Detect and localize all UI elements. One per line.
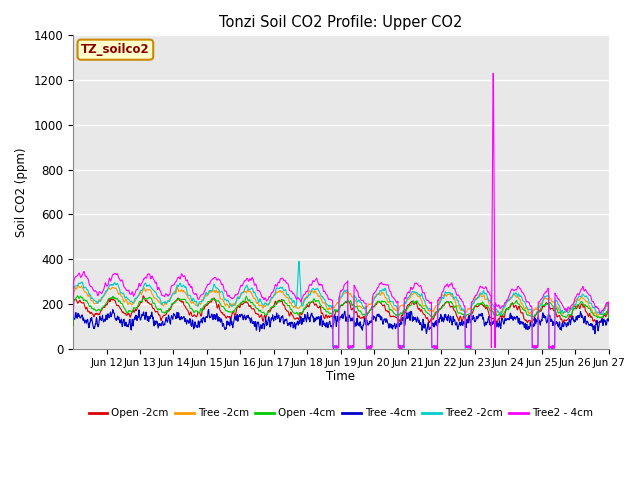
Line: Tree2 - 4cm: Tree2 - 4cm — [73, 73, 609, 348]
Line: Tree -2cm: Tree -2cm — [73, 285, 609, 320]
Tree2 - 4cm — [79, 270, 87, 276]
Tree2 -2cm — [571, 302, 579, 308]
Open -2cm — [605, 316, 612, 322]
Tree2 -2cm — [165, 298, 173, 304]
Tree2 -2cm — [532, 346, 540, 351]
Open -4cm — [69, 322, 77, 328]
Tree -4cm — [69, 312, 77, 318]
Open -4cm — [605, 318, 612, 324]
Line: Tree -4cm: Tree -4cm — [73, 310, 609, 334]
Open -4cm — [312, 299, 319, 304]
Text: TZ_soilco2: TZ_soilco2 — [81, 43, 150, 56]
Tree -4cm — [438, 314, 446, 320]
Open -2cm — [165, 307, 173, 313]
Tree2 - 4cm — [69, 313, 77, 319]
Tree -2cm — [571, 299, 579, 304]
Tree2 - 4cm — [343, 279, 351, 285]
Open -2cm — [69, 323, 77, 328]
Tree2 - 4cm — [548, 346, 556, 351]
Open -2cm — [344, 299, 351, 304]
Open -2cm — [438, 303, 446, 309]
Line: Tree2 -2cm: Tree2 -2cm — [73, 262, 609, 348]
Open -4cm — [344, 298, 351, 303]
Open -4cm — [571, 305, 579, 311]
Tree2 -2cm — [69, 317, 77, 323]
Open -2cm — [140, 293, 147, 299]
Tree2 - 4cm — [605, 310, 612, 316]
Line: Open -2cm: Open -2cm — [73, 296, 609, 325]
Tree2 - 4cm — [165, 292, 173, 298]
Open -4cm — [79, 297, 87, 303]
Tree -2cm — [312, 288, 319, 294]
Tree -2cm — [165, 297, 173, 303]
Tree -4cm — [344, 314, 351, 320]
Tree -2cm — [344, 290, 351, 296]
Tree -2cm — [69, 317, 77, 323]
Tree2 -2cm — [605, 311, 612, 316]
Tree2 - 4cm — [438, 289, 446, 295]
Tree2 -2cm — [295, 259, 303, 264]
Tree2 -2cm — [344, 288, 351, 294]
Tree -2cm — [438, 292, 446, 298]
Tree2 -2cm — [79, 282, 87, 288]
Open -4cm — [438, 304, 446, 310]
Open -4cm — [74, 293, 81, 299]
Open -2cm — [312, 301, 319, 307]
Open -2cm — [79, 300, 87, 305]
Tree -4cm — [165, 312, 173, 318]
Y-axis label: Soil CO2 (ppm): Soil CO2 (ppm) — [15, 147, 28, 237]
Tree -4cm — [79, 317, 87, 323]
Tree2 - 4cm — [571, 296, 579, 302]
Tree -2cm — [79, 287, 87, 293]
Tree -4cm — [571, 319, 579, 325]
Tree -4cm — [312, 318, 319, 324]
Tree2 -2cm — [312, 287, 319, 292]
Title: Tonzi Soil CO2 Profile: Upper CO2: Tonzi Soil CO2 Profile: Upper CO2 — [219, 15, 463, 30]
Open -4cm — [165, 305, 173, 311]
Tree -2cm — [605, 312, 612, 318]
Tree -4cm — [591, 331, 599, 336]
Tree2 - 4cm — [489, 71, 497, 76]
Legend: Open -2cm, Tree -2cm, Open -4cm, Tree -4cm, Tree2 -2cm, Tree2 - 4cm: Open -2cm, Tree -2cm, Open -4cm, Tree -4… — [84, 404, 597, 422]
Tree2 -2cm — [438, 295, 446, 300]
Tree -4cm — [205, 307, 212, 312]
Open -2cm — [571, 302, 579, 308]
Line: Open -4cm: Open -4cm — [73, 296, 609, 325]
Tree -4cm — [605, 316, 612, 322]
Tree -2cm — [74, 282, 82, 288]
Tree2 - 4cm — [312, 277, 319, 283]
X-axis label: Time: Time — [326, 370, 355, 383]
